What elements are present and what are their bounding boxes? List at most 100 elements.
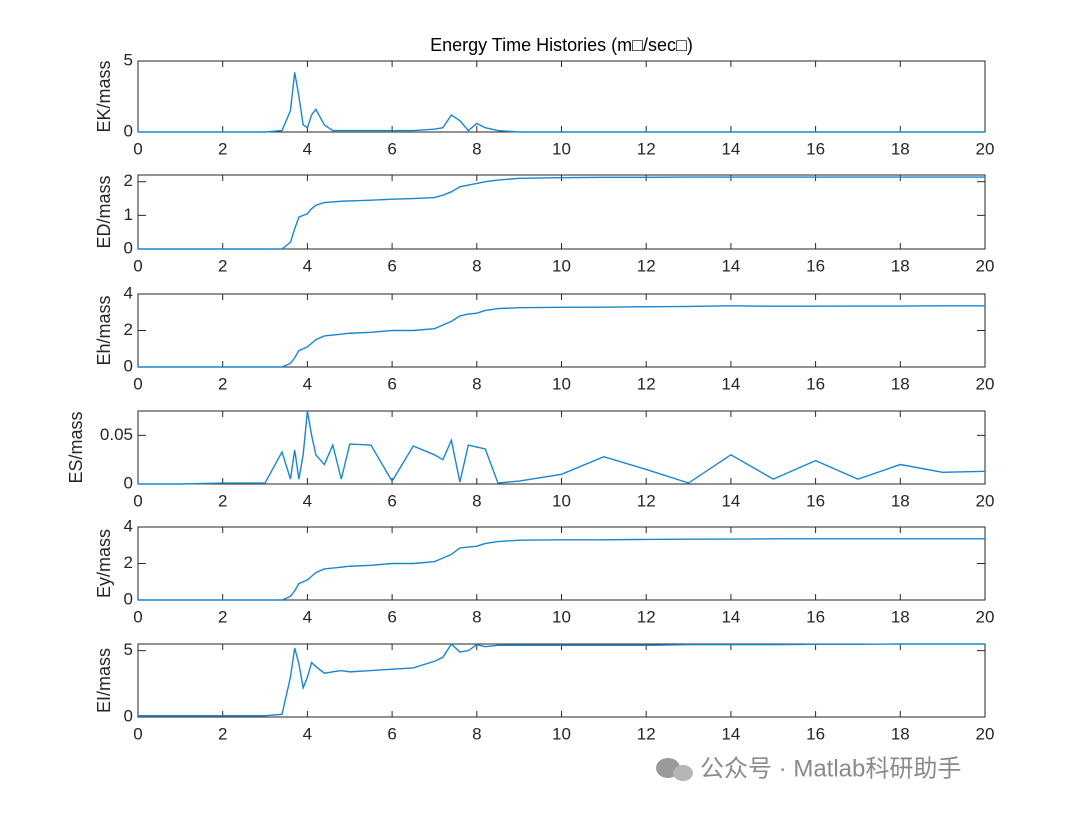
- x-tick-label: 6: [387, 374, 396, 393]
- x-tick-label: 16: [806, 374, 825, 393]
- watermark-text: 公众号 · Matlab科研助手: [700, 755, 961, 782]
- y-tick-label: 4: [124, 516, 133, 535]
- x-tick-label: 10: [552, 607, 571, 626]
- x-tick-label: 0: [133, 374, 142, 393]
- y-tick-label: 4: [124, 283, 133, 302]
- subplot: 0 2 4 6 8 10 12 14 16 18 20 0 5 EI/mass: [94, 640, 995, 743]
- watermark-icon: [673, 765, 693, 781]
- watermark: 公众号 · Matlab科研助手: [656, 755, 961, 782]
- x-tick-label: 20: [976, 607, 995, 626]
- x-tick-label: 8: [472, 491, 481, 510]
- y-tick-label: 0.05: [100, 425, 133, 444]
- x-tick-label: 2: [218, 724, 227, 743]
- y-tick-label: 5: [124, 50, 133, 69]
- x-tick-label: 6: [387, 139, 396, 158]
- x-tick-label: 14: [721, 139, 740, 158]
- x-tick-label: 16: [806, 256, 825, 275]
- y-axis-label: Ey/mass: [94, 529, 114, 598]
- y-tick-label: 1: [124, 205, 133, 224]
- x-tick-label: 6: [387, 607, 396, 626]
- x-tick-label: 10: [552, 256, 571, 275]
- x-tick-label: 18: [891, 724, 910, 743]
- plot-area: [137, 643, 986, 718]
- y-tick-label: 0: [124, 473, 133, 492]
- y-tick-label: 0: [124, 589, 133, 608]
- y-axis-label: ED/mass: [94, 175, 114, 248]
- chart-title: Energy Time Histories (m□/sec□): [430, 35, 693, 55]
- x-tick-label: 8: [472, 139, 481, 158]
- x-tick-label: 12: [637, 491, 656, 510]
- x-tick-label: 8: [472, 256, 481, 275]
- x-tick-label: 20: [976, 374, 995, 393]
- x-tick-label: 2: [218, 491, 227, 510]
- x-tick-label: 16: [806, 139, 825, 158]
- y-tick-label: 0: [124, 121, 133, 140]
- x-tick-label: 2: [218, 256, 227, 275]
- y-tick-label: 0: [124, 238, 133, 257]
- x-tick-label: 6: [387, 724, 396, 743]
- data-line: [138, 176, 985, 250]
- x-tick-label: 14: [721, 491, 740, 510]
- x-tick-label: 12: [637, 256, 656, 275]
- x-tick-label: 18: [891, 607, 910, 626]
- x-tick-label: 2: [218, 607, 227, 626]
- plot-area: [137, 410, 986, 485]
- x-tick-label: 4: [303, 607, 312, 626]
- y-axis-label: EI/mass: [94, 648, 114, 713]
- subplot: 0 2 4 6 8 10 12 14 16 18 20 0 2 4 Eh/mass: [94, 283, 995, 393]
- subplot: 0 2 4 6 8 10 12 14 16 18 20 0 0.05 ES/mass: [66, 410, 995, 510]
- x-tick-label: 18: [891, 491, 910, 510]
- x-tick-label: 20: [976, 139, 995, 158]
- x-tick-label: 2: [218, 374, 227, 393]
- y-axis-label: ES/mass: [66, 411, 86, 483]
- plot-area: [137, 293, 986, 368]
- data-line: [138, 305, 985, 368]
- x-tick-label: 6: [387, 256, 396, 275]
- x-tick-label: 12: [637, 724, 656, 743]
- x-tick-label: 10: [552, 491, 571, 510]
- y-axis-label: EK/mass: [94, 60, 114, 132]
- x-tick-label: 0: [133, 724, 142, 743]
- data-line: [138, 643, 985, 717]
- x-tick-label: 20: [976, 491, 995, 510]
- x-tick-label: 10: [552, 374, 571, 393]
- x-tick-label: 18: [891, 139, 910, 158]
- x-tick-label: 16: [806, 491, 825, 510]
- y-axis-label: Eh/mass: [94, 295, 114, 365]
- x-tick-label: 18: [891, 256, 910, 275]
- x-tick-label: 8: [472, 607, 481, 626]
- x-tick-label: 16: [806, 724, 825, 743]
- x-tick-label: 12: [637, 139, 656, 158]
- x-tick-label: 20: [976, 724, 995, 743]
- plot-area: [137, 174, 986, 250]
- x-tick-label: 4: [303, 724, 312, 743]
- y-tick-label: 5: [124, 640, 133, 659]
- x-tick-label: 8: [472, 374, 481, 393]
- x-tick-label: 0: [133, 139, 142, 158]
- y-tick-label: 2: [124, 171, 133, 190]
- x-tick-label: 16: [806, 607, 825, 626]
- plot-area: [137, 526, 986, 601]
- x-tick-label: 20: [976, 256, 995, 275]
- y-tick-label: 2: [124, 553, 133, 572]
- x-tick-label: 4: [303, 256, 312, 275]
- x-tick-label: 14: [721, 374, 740, 393]
- data-line: [138, 72, 985, 133]
- x-tick-label: 12: [637, 607, 656, 626]
- x-tick-label: 14: [721, 256, 740, 275]
- x-tick-label: 8: [472, 724, 481, 743]
- x-tick-label: 4: [303, 491, 312, 510]
- y-tick-label: 0: [124, 356, 133, 375]
- data-line: [138, 538, 985, 601]
- x-tick-label: 4: [303, 374, 312, 393]
- y-tick-label: 2: [124, 320, 133, 339]
- x-tick-label: 14: [721, 607, 740, 626]
- plot-area: [137, 60, 986, 133]
- x-tick-label: 18: [891, 374, 910, 393]
- x-tick-label: 12: [637, 374, 656, 393]
- subplot: 0 2 4 6 8 10 12 14 16 18 20 0 2 4 Ey/mass: [94, 516, 995, 626]
- x-tick-label: 6: [387, 491, 396, 510]
- x-tick-label: 2: [218, 139, 227, 158]
